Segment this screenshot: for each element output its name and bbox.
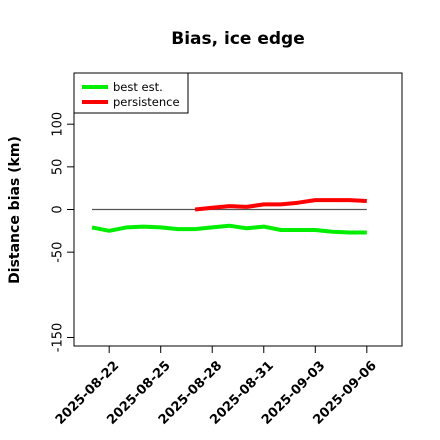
x-axis: 2025-08-222025-08-252025-08-282025-08-31… [53, 345, 380, 428]
y-tick-label: 100 [51, 112, 66, 137]
series-line-best-est [91, 223, 367, 235]
legend-box [73, 72, 189, 114]
chart-title: Bias, ice edge [171, 29, 305, 49]
y-axis: -150 -50 0 50 100 [51, 112, 75, 352]
legend-label-best-est: best est. [113, 80, 163, 94]
y-tick-label: -50 [51, 242, 66, 263]
series-line-persistence [194, 198, 367, 212]
legend: best est. persistence [73, 72, 189, 114]
series-layer [91, 198, 367, 235]
y-tick-label: 50 [51, 159, 66, 176]
y-tick-label: -150 [51, 323, 66, 353]
y-axis-label: Distance bias (km) [7, 136, 23, 284]
y-tick-label: 0 [51, 205, 66, 213]
legend-label-persistence: persistence [113, 95, 180, 109]
